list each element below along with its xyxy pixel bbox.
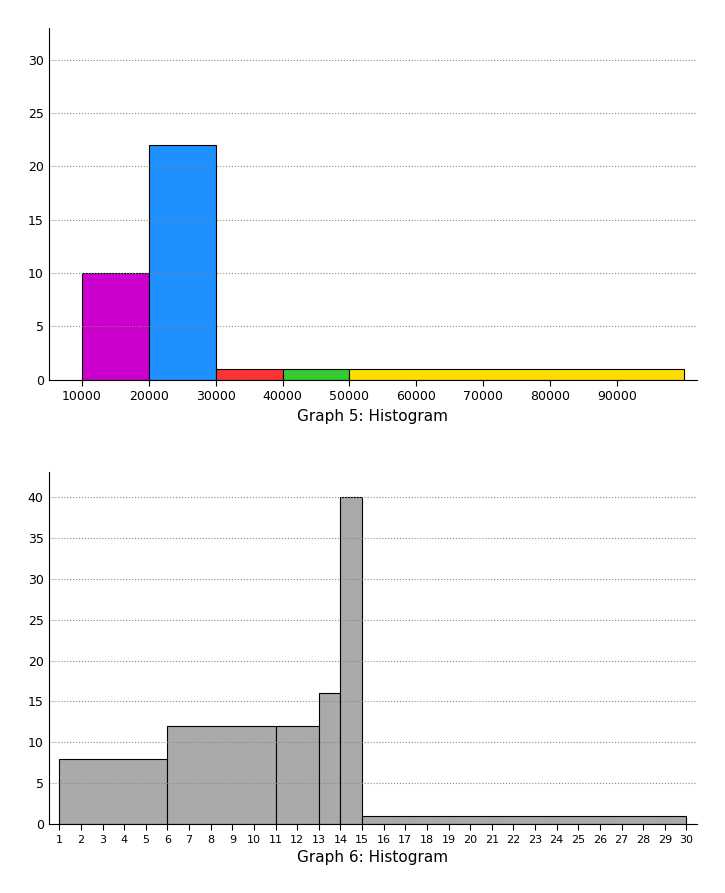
Bar <box>276 726 319 824</box>
X-axis label: Graph 6: Histogram: Graph 6: Histogram <box>297 850 449 865</box>
Bar <box>362 816 687 824</box>
Bar <box>349 369 684 380</box>
Bar <box>283 369 349 380</box>
Bar <box>167 726 276 824</box>
Bar <box>341 497 362 824</box>
X-axis label: Graph 5: Histogram: Graph 5: Histogram <box>297 409 448 423</box>
Bar <box>82 273 149 380</box>
Bar <box>59 759 167 824</box>
Bar <box>149 145 216 380</box>
Bar <box>319 693 341 824</box>
Bar <box>216 369 283 380</box>
